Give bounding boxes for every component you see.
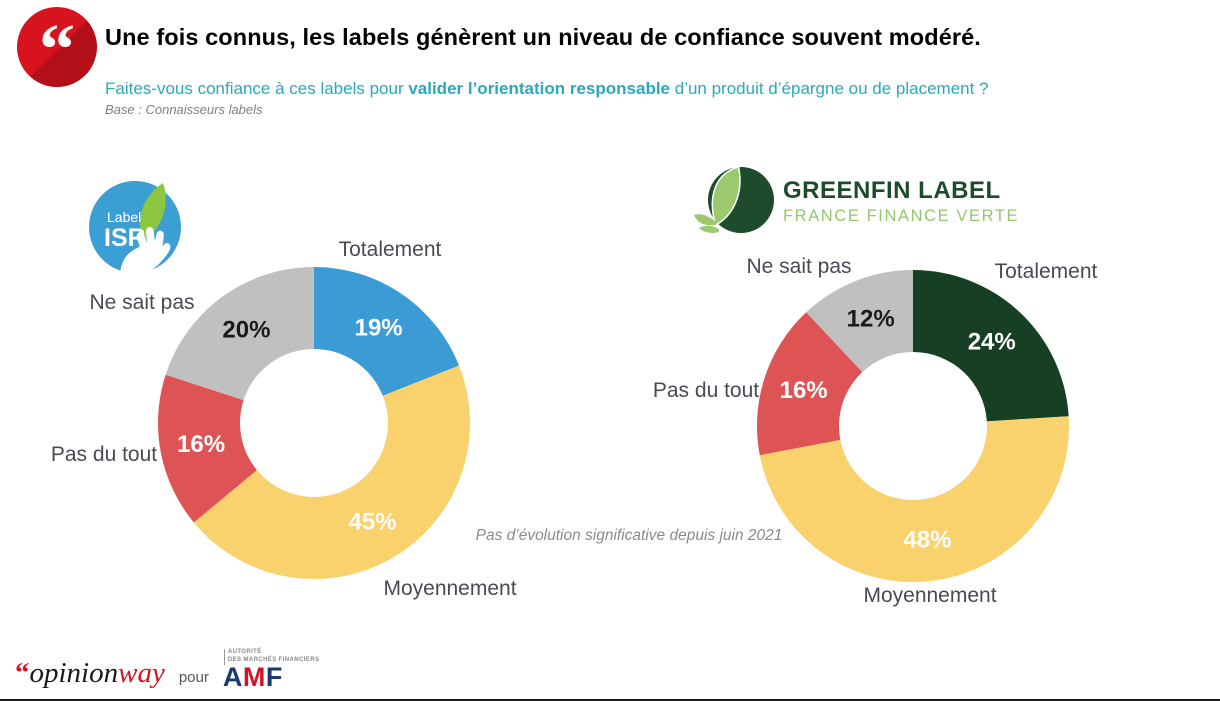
amf-logo-subtitle: AUTORITÉ DES MARCHÉS FINANCIERS [223,649,320,665]
greenfin-leaf-small-1 [694,214,716,226]
slice-label-greenfin-totalement: Totalement [994,260,1098,283]
isr-logo-line2: ISR [104,224,146,252]
slice-label-isr-totalement: Totalement [338,238,442,261]
bottom-border-line [0,699,1220,701]
opinionway-quote-glyph: “ [15,657,30,690]
annotation-note: Pas d’évolution significative depuis jui… [475,527,783,544]
quote-glyph: “ [39,9,75,87]
amf-letter-f: F [265,661,283,692]
greenfin-logo-mark [694,166,774,233]
donut-slice-totalement [314,267,460,396]
value-label-moyennement: 45% [349,508,397,535]
donut-slice-totalement [913,270,1069,422]
hand-icon [120,226,171,276]
donut-chart-greenfin: 24% 48% 16% 12% [757,270,1069,582]
footer: “opinionway pour AUTORITÉ DES MARCHÉS FI… [15,649,319,693]
slice-label-isr-moyennement: Moyennement [383,577,517,600]
slice-label-greenfin-pas-du-tout: Pas du tout [652,379,760,402]
survey-question: Faites-vous confiance à ces labels pour … [105,79,1195,99]
opinionway-word-opinion: opinion [29,657,119,690]
question-bold: valider l’orientation responsable [408,79,671,98]
donut-chart-isr: 19% 45% 16% 20% [158,267,470,579]
value-label-pas-du-tout: 16% [177,431,225,458]
donut-slice-moyennement [759,416,1069,582]
page-title: Une fois connus, les labels génèrent un … [105,24,981,50]
greenfin-leaf-small-2 [699,225,719,233]
opinionway-word-way: way [118,657,165,690]
amf-logo: AUTORITÉ DES MARCHÉS FINANCIERS AMF [223,649,319,690]
value-label-ne-sait-pas: 12% [847,306,895,333]
greenfin-logo-line2: FRANCE FINANCE VERTE [783,207,1020,225]
amf-letter-m: M [242,661,266,692]
donut-slice-moyennement [193,365,470,579]
amf-letter-a: A [222,661,243,692]
donut-slice-ne-sait-pas [165,267,314,401]
amf-subtitle-line1: AUTORITÉ [227,649,262,655]
amf-subtitle-line2: DES MARCHÉS FINANCIERS [227,656,320,663]
value-label-pas-du-tout: 16% [780,377,828,404]
donut-slice-pas-du-tout [158,374,257,523]
value-label-totalement: 19% [355,314,403,341]
base-note: Base : Connaisseurs labels [105,102,263,117]
question-prefix: Faites-vous confiance à ces labels pour [105,79,409,98]
greenfin-logo-line1: GREENFIN LABEL [783,177,1001,204]
value-label-moyennement: 48% [903,527,951,554]
isr-logo-line1: Label [107,209,141,225]
amf-logo-word: AMF [222,661,319,692]
slice-label-isr-pas-du-tout: Pas du tout [50,443,158,466]
quote-icon: “ [17,7,97,87]
leaf-icon [139,183,166,241]
opinionway-logo: “opinionway [15,653,165,693]
value-label-ne-sait-pas: 20% [222,316,270,343]
slice-label-isr-ne-sait-pas: Ne sait pas [89,291,195,314]
donut-slice-pas-du-tout [757,312,863,456]
slice-label-greenfin-moyennement: Moyennement [863,584,997,607]
donut-slice-ne-sait-pas [806,270,913,373]
value-label-totalement: 24% [968,329,1016,356]
footer-pour-text: pour [178,669,209,687]
isr-label-logo: Label ISR [89,181,181,276]
greenfin-logo-text: GREENFIN LABEL FRANCE FINANCE VERTE [783,177,1019,226]
slice-label-greenfin-ne-sait-pas: Ne sait pas [746,255,852,278]
question-suffix: d’un produit d’épargne ou de placement ? [670,79,989,98]
